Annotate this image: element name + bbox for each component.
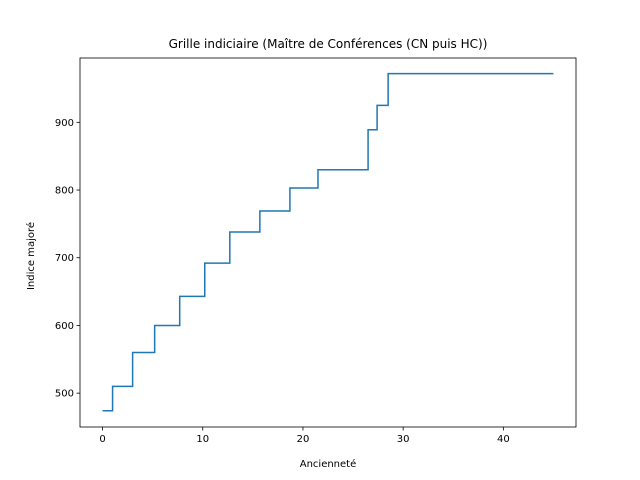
y-tick-label: 800 <box>55 186 74 197</box>
y-tick-label: 600 <box>55 321 74 332</box>
y-tick-label: 500 <box>55 389 74 400</box>
chart-title: Grille indiciaire (Maître de Conférences… <box>169 37 488 51</box>
y-tick-label: 900 <box>55 118 74 129</box>
axes-frame <box>79 57 577 428</box>
y-tick-label: 700 <box>55 253 74 264</box>
plot-area: 0 10 20 30 40 500 600 700 800 900 <box>55 57 577 445</box>
series-line-0 <box>102 72 554 412</box>
x-tick-label: 40 <box>497 434 510 445</box>
x-tick-label: 0 <box>99 434 105 445</box>
x-tick-label: 10 <box>196 434 209 445</box>
x-tick-label: 20 <box>297 434 310 445</box>
y-axis-label: Indice majoré <box>25 222 37 290</box>
x-tick-label: 30 <box>397 434 410 445</box>
x-axis-label: Ancienneté <box>300 458 357 470</box>
